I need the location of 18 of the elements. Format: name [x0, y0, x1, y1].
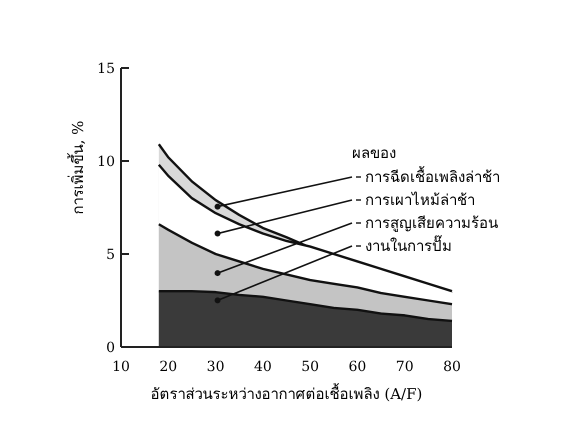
- x-tick-label: 70: [396, 359, 414, 375]
- y-tick-label: 10: [97, 154, 115, 170]
- x-tick-label: 30: [206, 359, 224, 375]
- x-axis-title: อัตราส่วนระหว่างอากาศต่อเชื้อเพลิง (A/F): [150, 383, 422, 403]
- x-tick-label: 60: [348, 359, 366, 375]
- legend-label: การสูญเสียความร้อน: [365, 214, 498, 232]
- legend-title: ผลของ: [352, 144, 396, 162]
- legend-label: งานในการปั๊ม: [365, 235, 452, 255]
- y-axis-title: การเพิ่มขึ้น, %: [67, 120, 87, 214]
- y-tick-label: 0: [106, 340, 115, 356]
- legend-label: การเผาไหม้ล่าช้า: [365, 191, 475, 209]
- y-tick-label: 15: [97, 61, 115, 77]
- x-tick-label: 80: [443, 359, 461, 375]
- y-tick-label: 5: [106, 247, 115, 263]
- x-tick-label: 20: [159, 359, 178, 375]
- x-tick-label: 50: [301, 359, 320, 375]
- x-tick-label: 40: [254, 359, 272, 375]
- legend-label: การฉีดเชื้อเพลิงล่าช้า: [365, 166, 500, 186]
